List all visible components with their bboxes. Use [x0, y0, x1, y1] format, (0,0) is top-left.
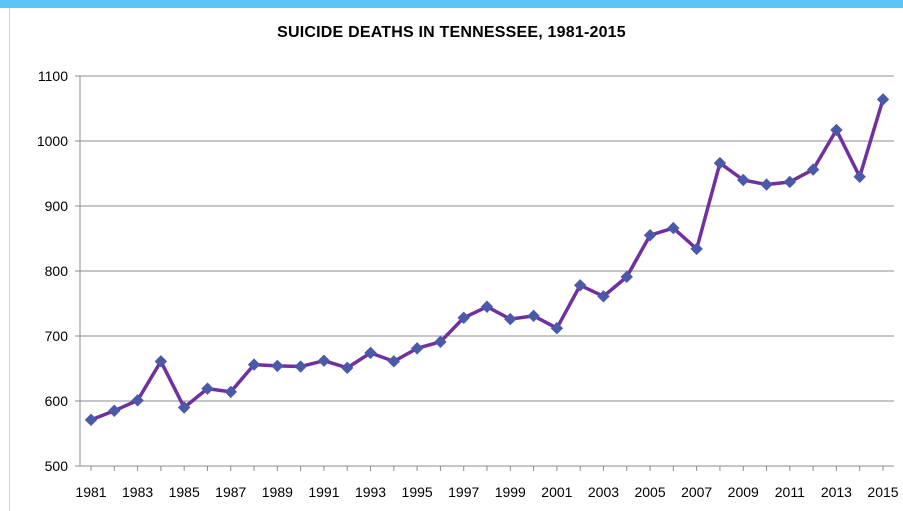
data-point-1981 — [84, 413, 98, 427]
data-point-1993 — [364, 346, 377, 360]
x-tick-label-1999: 1999 — [495, 484, 526, 500]
data-point-2012 — [806, 163, 820, 176]
chart-title: SUICIDE DEATHS IN TENNESSEE, 1981-2015 — [277, 24, 626, 41]
x-tick-label-2013: 2013 — [821, 484, 852, 500]
x-tick-label-1983: 1983 — [122, 484, 153, 500]
y-tick-label-1100: 1100 — [38, 68, 68, 84]
data-point-1985 — [177, 401, 191, 414]
data-point-2004 — [620, 270, 633, 284]
data-point-2010 — [760, 178, 773, 191]
x-tick-label-2001: 2001 — [541, 484, 572, 500]
x-axis-tick-labels: 1981 1983 1985 1987 1989 1991 1993 1995 1997 1999… — [75, 484, 898, 500]
data-point-2006 — [667, 221, 680, 235]
top-window-strip — [0, 0, 903, 8]
data-point-2009 — [737, 173, 750, 187]
x-tick-label-2009: 2009 — [728, 484, 759, 500]
x-tick-label-2015: 2015 — [867, 484, 898, 500]
data-point-1998 — [480, 300, 494, 313]
y-tick-label-800: 800 — [45, 263, 69, 279]
chart-area — [10, 8, 903, 511]
x-tick-label-1987: 1987 — [215, 484, 246, 500]
data-point-1999 — [504, 312, 517, 326]
y-tick-label-700: 700 — [45, 328, 69, 344]
data-point-2013 — [830, 123, 843, 137]
data-point-1991 — [317, 354, 331, 367]
data-point-1986 — [201, 382, 214, 395]
x-tick-label-2003: 2003 — [588, 484, 619, 500]
x-tick-label-2005: 2005 — [634, 484, 665, 500]
left-window-edge — [0, 8, 10, 511]
data-point-1982 — [108, 404, 121, 417]
data-point-1994 — [387, 355, 401, 368]
data-point-2011 — [783, 175, 797, 189]
data-point-2007 — [690, 242, 703, 256]
data-point-1984 — [154, 355, 168, 368]
data-point-1995 — [410, 342, 424, 355]
data-point-1992 — [341, 361, 354, 375]
data-point-1988 — [247, 358, 261, 371]
data-point-2014 — [853, 170, 866, 183]
x-tick-label-1985: 1985 — [169, 484, 200, 500]
data-point-1996 — [434, 335, 447, 349]
x-tick-label-2007: 2007 — [681, 484, 712, 500]
data-point-1987 — [224, 385, 237, 399]
data-point-2001 — [550, 321, 564, 335]
data-point-1997 — [457, 311, 470, 325]
data-point-2002 — [573, 279, 587, 292]
data-point-2008 — [713, 156, 727, 170]
data-point-2003 — [597, 290, 610, 303]
y-tick-label-600: 600 — [45, 393, 69, 409]
data-point-1989 — [271, 359, 284, 373]
data-point-1990 — [294, 360, 307, 373]
y-axis-tick-labels: 500 600 700 800 900 1000 1100 — [37, 68, 68, 474]
x-tick-label-1989: 1989 — [262, 484, 293, 500]
gridlines — [80, 75, 894, 402]
x-tick-label-2011: 2011 — [775, 484, 805, 500]
x-tick-label-1981: 1981 — [75, 484, 106, 500]
y-tick-label-1000: 1000 — [37, 133, 68, 149]
x-tick-label-1997: 1997 — [448, 484, 479, 500]
x-tick-label-1995: 1995 — [402, 484, 433, 500]
series-line-0 — [90, 98, 885, 422]
axes — [75, 75, 894, 471]
data-point-2015 — [876, 93, 890, 106]
data-point-2005 — [643, 229, 657, 242]
x-tick-label-1993: 1993 — [355, 484, 386, 500]
x-tick-label-1991: 1991 — [308, 484, 339, 500]
data-point-2000 — [527, 309, 540, 323]
data-point-1983 — [131, 394, 144, 407]
series-layer — [84, 93, 890, 427]
y-tick-label-900: 900 — [45, 198, 69, 214]
y-tick-label-500: 500 — [45, 458, 69, 474]
